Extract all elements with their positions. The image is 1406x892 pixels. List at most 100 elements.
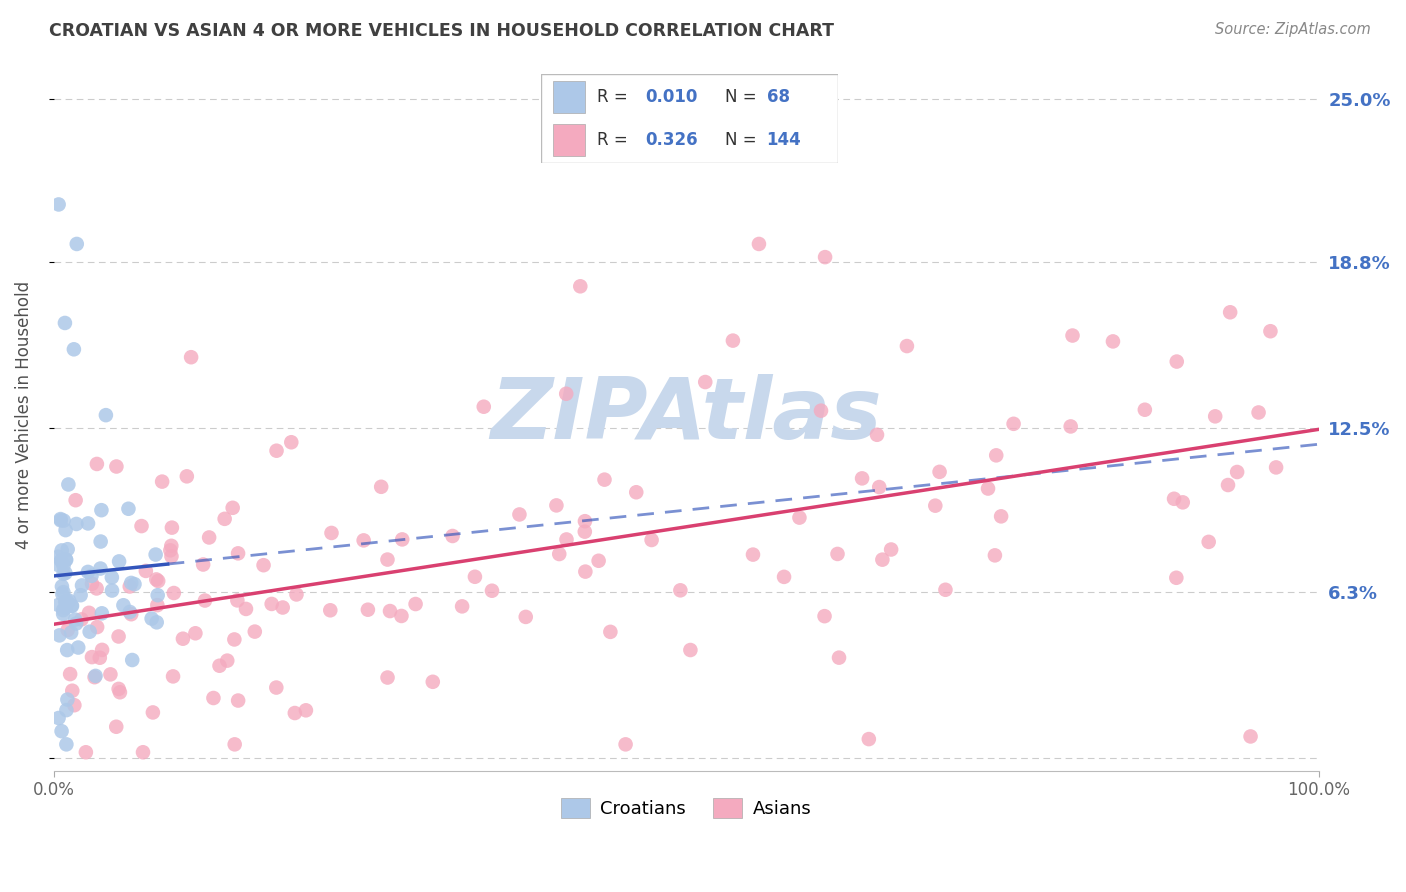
Point [464, 570, 486, 584]
Point [90, 503, 112, 517]
Point [569, 279, 592, 293]
Point [90, 534, 112, 549]
Point [172, 632, 194, 646]
Point [107, 681, 129, 696]
Point [77, 606, 100, 620]
Point [83, 670, 105, 684]
Point [321, 525, 343, 540]
Point [1166, 354, 1188, 368]
Point [80, 576, 103, 591]
Point [101, 583, 124, 598]
Point [52, 607, 75, 621]
Point [198, 531, 221, 545]
Point [86, 582, 108, 596]
Text: ZIPAtlas: ZIPAtlas [491, 374, 882, 457]
Point [748, 236, 770, 251]
Point [508, 508, 530, 522]
Point [773, 570, 796, 584]
Point [135, 564, 157, 578]
Point [896, 339, 918, 353]
Point [124, 577, 146, 591]
Point [51, 587, 73, 601]
Point [75, 745, 97, 759]
Point [378, 604, 401, 618]
Point [986, 448, 1008, 462]
Point [235, 602, 257, 616]
Point [574, 514, 596, 528]
Point [742, 548, 765, 562]
Point [357, 603, 380, 617]
Point [80, 569, 103, 583]
Point [1216, 478, 1239, 492]
Point [65, 616, 87, 631]
Point [53, 600, 76, 615]
Point [163, 586, 186, 600]
Point [60, 625, 83, 640]
Point [91, 643, 114, 657]
Point [60, 599, 83, 613]
Point [1133, 402, 1156, 417]
Point [145, 615, 167, 630]
Point [180, 350, 202, 364]
Point [422, 674, 444, 689]
Point [880, 542, 903, 557]
Text: Source: ZipAtlas.com: Source: ZipAtlas.com [1215, 22, 1371, 37]
Point [1265, 460, 1288, 475]
Point [377, 671, 399, 685]
Point [640, 533, 662, 547]
Point [118, 580, 141, 594]
Point [46, 558, 69, 572]
Point [70, 578, 93, 592]
Point [101, 570, 124, 584]
Point [872, 552, 894, 566]
Point [214, 512, 236, 526]
Point [1166, 571, 1188, 585]
Point [679, 643, 702, 657]
Point [131, 519, 153, 533]
Point [49, 512, 72, 526]
Point [63, 613, 86, 627]
Point [79, 624, 101, 639]
Legend: Croatians, Asians: Croatians, Asians [554, 790, 818, 826]
Point [1247, 405, 1270, 419]
Point [224, 737, 246, 751]
Point [813, 609, 835, 624]
Point [990, 509, 1012, 524]
Point [89, 561, 111, 575]
Point [828, 650, 851, 665]
Point [546, 499, 568, 513]
Point [52, 514, 75, 528]
Point [132, 745, 155, 759]
Point [1102, 334, 1125, 349]
Point [827, 547, 849, 561]
Text: CROATIAN VS ASIAN 4 OR MORE VEHICLES IN HOUSEHOLD CORRELATION CHART: CROATIAN VS ASIAN 4 OR MORE VEHICLES IN … [49, 22, 834, 40]
Point [226, 693, 249, 707]
Point [150, 475, 173, 489]
Point [1002, 417, 1025, 431]
Point [65, 516, 87, 531]
Point [695, 375, 717, 389]
Point [51, 579, 73, 593]
Point [928, 465, 950, 479]
Point [1219, 305, 1241, 319]
Point [984, 549, 1007, 563]
Point [626, 485, 648, 500]
Point [90, 607, 112, 621]
Point [977, 482, 1000, 496]
Point [868, 480, 890, 494]
Point [574, 565, 596, 579]
Point [599, 624, 621, 639]
Point [472, 400, 495, 414]
Point [69, 588, 91, 602]
Point [548, 547, 571, 561]
Point [370, 480, 392, 494]
Y-axis label: 4 or more Vehicles in Household: 4 or more Vehicles in Household [15, 281, 32, 549]
Point [146, 598, 169, 612]
Point [86, 620, 108, 634]
Point [481, 583, 503, 598]
Point [141, 611, 163, 625]
Point [105, 459, 128, 474]
Point [108, 685, 131, 699]
Point [252, 558, 274, 573]
Point [52, 558, 75, 573]
